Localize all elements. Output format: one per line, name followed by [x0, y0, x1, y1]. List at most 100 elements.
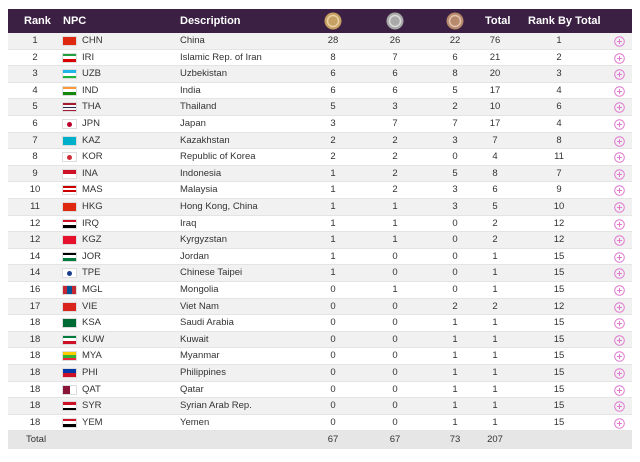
country-flag	[62, 168, 77, 179]
expand-button[interactable]	[614, 185, 625, 197]
table-row: 7 KAZ Kazakhstan 2 2 3 7 8	[8, 132, 632, 150]
rank-by-total: 15	[553, 267, 565, 279]
total: 1	[492, 250, 498, 262]
flag-stripe	[63, 222, 76, 225]
expand-button[interactable]	[614, 368, 625, 379]
npc-code: JOR	[82, 250, 101, 262]
flag-stripe	[63, 37, 76, 45]
flag-stripe	[63, 341, 76, 344]
total: 4	[492, 151, 498, 163]
rank-by-total: 15	[553, 350, 565, 362]
npc-code: IND	[82, 84, 99, 96]
expand-button[interactable]	[614, 85, 625, 97]
expand-button[interactable]	[614, 152, 625, 163]
header-total: Total	[485, 15, 511, 27]
rank-by-total: 12	[553, 300, 565, 312]
expand-button[interactable]	[614, 119, 625, 130]
expand-button[interactable]	[614, 52, 625, 64]
flag-stripe	[63, 86, 76, 90]
country-flag	[62, 368, 77, 378]
rank-by-total: 15	[553, 250, 565, 262]
flag-stripe	[63, 258, 76, 261]
flag-stripe	[63, 186, 76, 189]
flag-stripe	[63, 224, 76, 228]
silver: 7	[392, 51, 398, 63]
total: 2	[492, 300, 498, 312]
npc-code: MGL	[82, 284, 103, 295]
rank-by-total: 15	[553, 333, 565, 345]
gold: 0	[330, 416, 336, 428]
expand-button[interactable]	[614, 36, 625, 47]
silver: 3	[392, 101, 398, 113]
expand-button[interactable]	[614, 351, 625, 363]
description: Jordan	[180, 250, 210, 262]
flag-stripe	[63, 255, 76, 259]
country-flag	[62, 36, 77, 46]
expand-button[interactable]	[614, 235, 625, 246]
npc-code: JPN	[82, 118, 100, 129]
bronze: 2	[452, 300, 458, 312]
total: 6	[492, 184, 498, 196]
gold-medal-icon	[324, 12, 342, 30]
gold: 3	[330, 118, 336, 129]
description: Yemen	[180, 416, 210, 428]
gold: 28	[327, 35, 339, 46]
expand-button[interactable]	[614, 102, 625, 114]
flag-stripe	[63, 56, 76, 59]
expand-button[interactable]	[614, 69, 625, 80]
expand-button[interactable]	[614, 218, 625, 230]
rank-by-total: 1	[556, 35, 562, 46]
country-flag	[62, 417, 77, 428]
expand-button[interactable]	[614, 301, 625, 313]
rank: 11	[30, 201, 40, 212]
expand-button[interactable]	[614, 401, 625, 412]
rank-by-total: 4	[556, 84, 562, 96]
table-row: 12 IRQ Iraq 1 1 0 2 12	[8, 215, 632, 233]
flag-stripe	[63, 352, 76, 356]
rank-by-total: 11	[554, 151, 564, 163]
silver-medal-icon	[386, 12, 404, 30]
total-row: Total 67 67 73 207	[8, 431, 632, 450]
expand-button[interactable]	[614, 417, 625, 429]
table-row: 9 INA Indonesia 1 2 5 8 7	[8, 165, 632, 183]
bronze: 22	[449, 35, 461, 46]
description: Iraq	[180, 217, 197, 229]
total: 10	[489, 101, 501, 113]
flag-stripe	[63, 109, 76, 112]
npc-code: VIE	[82, 300, 98, 312]
description: Indonesia	[180, 167, 222, 179]
rank: 8	[32, 151, 38, 163]
description: Syrian Arab Rep.	[180, 400, 252, 412]
npc-code: TPE	[82, 267, 101, 279]
expand-button[interactable]	[614, 135, 625, 147]
silver: 0	[392, 350, 398, 362]
total: 20	[489, 68, 501, 80]
expand-button[interactable]	[614, 285, 625, 296]
country-flag	[62, 135, 77, 146]
npc-code: HKG	[82, 201, 103, 212]
total: 1	[492, 400, 498, 412]
description: China	[180, 35, 205, 46]
expand-button[interactable]	[614, 334, 625, 346]
npc-code: UZB	[82, 68, 101, 80]
npc-code: MYA	[82, 350, 102, 362]
expand-button[interactable]	[614, 168, 625, 180]
country-flag	[62, 119, 77, 129]
expand-button[interactable]	[614, 318, 625, 329]
table-row: 1 CHN China 28 26 22 76 1	[8, 33, 632, 50]
total-total: 207	[487, 434, 503, 446]
country-flag	[62, 218, 77, 229]
expand-button[interactable]	[614, 251, 625, 263]
header-rank: Rank	[24, 15, 51, 27]
table-row: 18 SYR Syrian Arab Rep. 0 0 1 1 15	[8, 398, 632, 415]
gold: 0	[330, 383, 336, 395]
rank-by-total: 4	[556, 118, 562, 129]
table-row: 14 TPE Chinese Taipei 1 0 0 1 15	[8, 265, 632, 282]
silver: 0	[392, 367, 398, 378]
expand-button[interactable]	[614, 268, 625, 280]
bronze: 0	[452, 234, 458, 246]
expand-button[interactable]	[614, 202, 625, 213]
country-flag	[62, 152, 77, 163]
expand-button[interactable]	[614, 384, 625, 396]
medal-table: Rank NPC Description Total Rank By Total…	[8, 9, 632, 451]
